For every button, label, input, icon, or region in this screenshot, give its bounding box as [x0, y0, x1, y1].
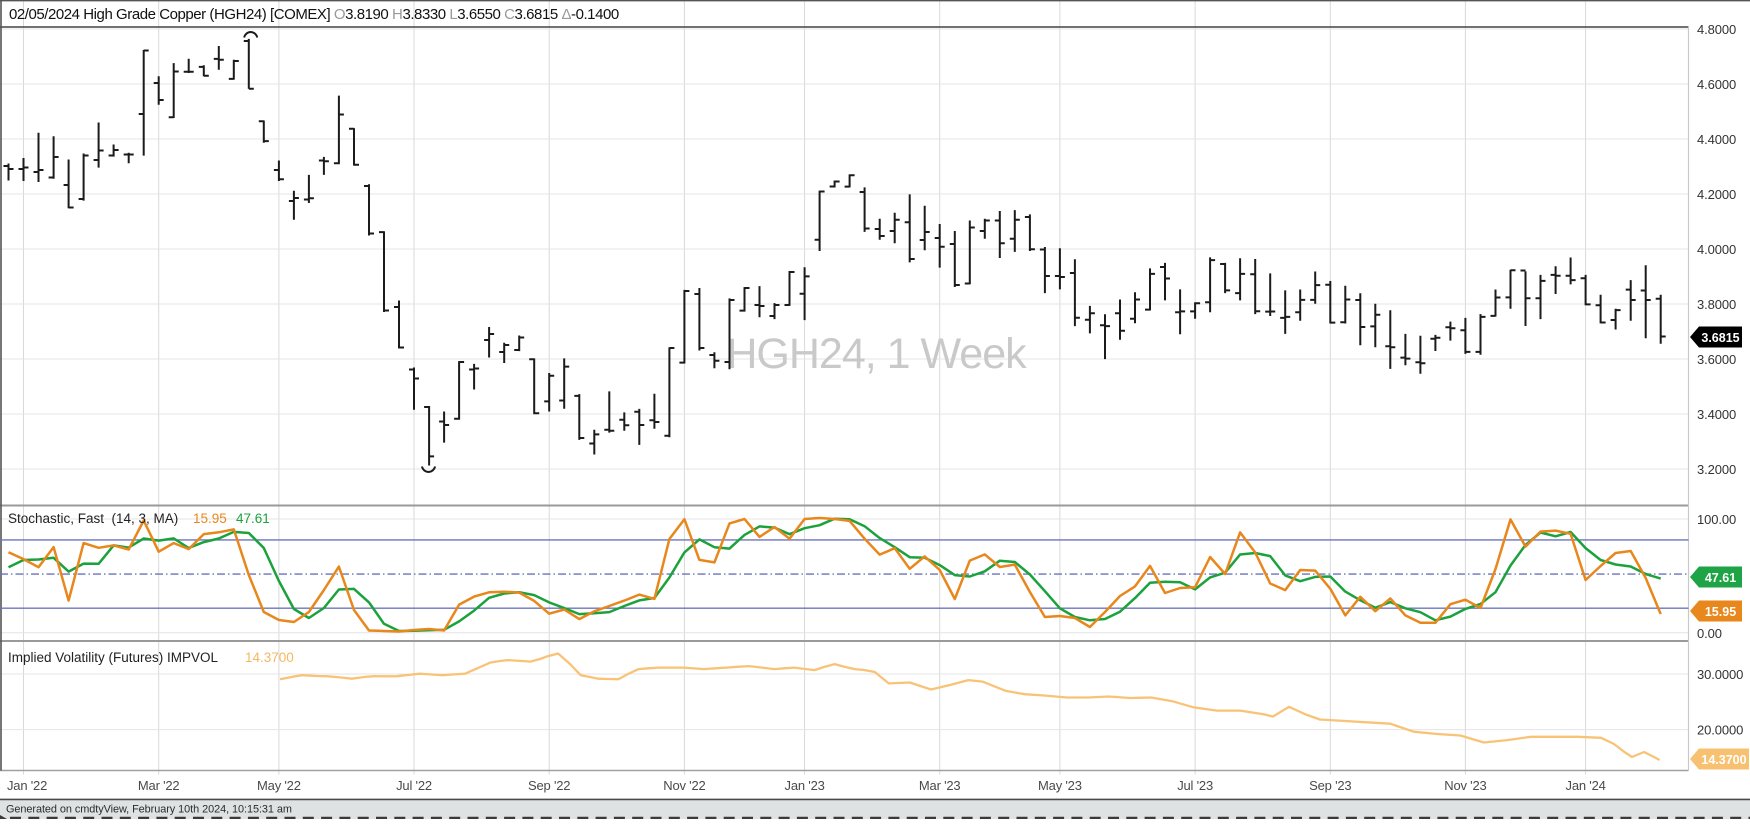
svg-text:Nov '22: Nov '22: [663, 778, 705, 793]
svg-text:Sep '23: Sep '23: [1309, 778, 1351, 793]
svg-text:May '23: May '23: [1038, 778, 1082, 793]
svg-text:May '22: May '22: [257, 778, 301, 793]
svg-text:3.2000: 3.2000: [1697, 462, 1736, 477]
svg-text:4.2000: 4.2000: [1697, 187, 1736, 202]
svg-text:4.8000: 4.8000: [1697, 22, 1736, 37]
svg-text:Jan '23: Jan '23: [785, 778, 825, 793]
svg-text:Jan '24: Jan '24: [1566, 778, 1606, 793]
svg-text:14.3700: 14.3700: [1701, 753, 1746, 767]
svg-text:Nov '23: Nov '23: [1444, 778, 1486, 793]
svg-text:4.6000: 4.6000: [1697, 77, 1736, 92]
svg-text:Mar '22: Mar '22: [138, 778, 180, 793]
svg-text:15.95: 15.95: [193, 511, 227, 526]
svg-text:3.6000: 3.6000: [1697, 352, 1736, 367]
svg-text:14.3700: 14.3700: [245, 650, 294, 665]
svg-text:Jan '22: Jan '22: [7, 778, 47, 793]
svg-text:Mar '23: Mar '23: [919, 778, 961, 793]
svg-text:30.0000: 30.0000: [1697, 667, 1743, 682]
svg-text:4.0000: 4.0000: [1697, 242, 1736, 257]
svg-text:47.61: 47.61: [236, 511, 270, 526]
svg-text:02/05/2024 High Grade Copper (: 02/05/2024 High Grade Copper (HGH24) [CO…: [9, 6, 619, 23]
svg-text:3.4000: 3.4000: [1697, 407, 1736, 422]
svg-text:100.00: 100.00: [1697, 512, 1736, 527]
svg-text:Stochastic, Fast (14, 3, MA): Stochastic, Fast (14, 3, MA): [8, 511, 178, 526]
svg-text:3.8000: 3.8000: [1697, 297, 1736, 312]
svg-text:4.4000: 4.4000: [1697, 132, 1736, 147]
svg-text:20.0000: 20.0000: [1697, 723, 1743, 738]
svg-text:0.00: 0.00: [1697, 626, 1722, 641]
svg-text:HGH24, 1 Week: HGH24, 1 Week: [726, 330, 1027, 378]
svg-text:47.61: 47.61: [1705, 571, 1736, 585]
svg-text:Generated on cmdtyView, Februa: Generated on cmdtyView, February 10th 20…: [6, 804, 292, 816]
svg-text:Sep '22: Sep '22: [528, 778, 570, 793]
svg-text:Jul '23: Jul '23: [1177, 778, 1213, 793]
svg-text:3.6815: 3.6815: [1701, 331, 1739, 345]
svg-text:Implied Volatility (Futures) I: Implied Volatility (Futures) IMPVOL: [8, 650, 219, 665]
svg-text:15.95: 15.95: [1705, 605, 1736, 619]
svg-text:Jul '22: Jul '22: [396, 778, 432, 793]
